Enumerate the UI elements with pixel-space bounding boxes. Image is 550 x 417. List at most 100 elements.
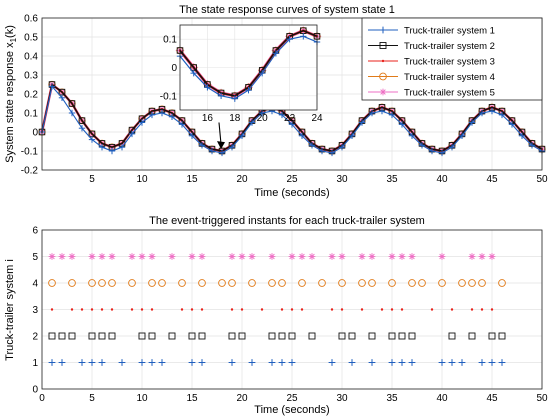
inset-data-point	[272, 50, 280, 57]
event-marker	[48, 253, 56, 260]
data-point	[478, 109, 486, 117]
arrow-head	[217, 141, 225, 150]
inset-data-point	[259, 69, 266, 77]
inset-data-point	[231, 95, 238, 102]
event-marker	[448, 332, 456, 340]
x-tick-label: 10	[136, 174, 148, 185]
event-marker	[248, 253, 256, 260]
event-marker	[278, 359, 286, 366]
data-point	[108, 147, 116, 155]
event-marker	[438, 359, 446, 366]
data-point	[348, 132, 356, 139]
data-point	[278, 111, 286, 119]
events-system-4	[48, 279, 506, 287]
event-marker	[358, 279, 366, 287]
event-instants-chart: The event-triggered instants for each tr…	[4, 215, 548, 416]
event-marker	[398, 359, 406, 366]
event-marker	[188, 253, 196, 260]
x-tick-label: 40	[436, 393, 448, 404]
event-marker	[248, 359, 256, 366]
event-marker	[198, 279, 206, 287]
event-marker	[388, 359, 396, 366]
event-marker	[278, 279, 286, 287]
event-marker	[188, 359, 196, 366]
event-marker	[400, 308, 404, 311]
inset-data-point	[190, 69, 197, 77]
event-marker	[88, 279, 96, 287]
event-marker	[308, 332, 316, 340]
event-marker	[138, 253, 146, 260]
legend-item-1: Truck-trailer system 1	[368, 26, 495, 37]
inset-x-tick-label: 16	[202, 113, 214, 124]
event-marker	[78, 359, 86, 366]
event-marker	[228, 279, 236, 287]
data-point	[238, 132, 246, 139]
event-marker	[90, 308, 94, 311]
data-point	[58, 94, 66, 101]
event-marker	[200, 308, 204, 311]
event-marker	[48, 359, 56, 366]
x-tick-label: 5	[89, 393, 95, 404]
data-point	[138, 119, 146, 126]
data-point	[308, 142, 316, 149]
data-point	[388, 111, 396, 119]
x-tick-label: 30	[336, 174, 348, 185]
data-point	[148, 111, 156, 119]
event-marker	[260, 308, 264, 311]
data-point	[158, 109, 166, 117]
x-tick-label: 15	[186, 393, 198, 404]
legend-items: Truck-trailer system 1 Truck-trailer syst…	[368, 26, 495, 99]
event-marker	[478, 279, 486, 287]
data-point	[98, 144, 106, 151]
event-marker	[298, 279, 306, 287]
inset-y-tick-label: -0.1	[160, 91, 178, 102]
event-marker	[108, 253, 116, 260]
event-marker	[100, 308, 104, 311]
event-marker	[68, 332, 76, 340]
data-point	[128, 130, 136, 138]
event-marker	[128, 253, 136, 260]
event-marker	[190, 308, 194, 311]
event-marker	[488, 359, 496, 366]
inset-data-point	[245, 86, 252, 94]
data-point	[188, 132, 196, 139]
inset-data-point	[204, 84, 211, 91]
data-point	[78, 117, 86, 124]
y-tick-label: 0.1	[24, 109, 38, 120]
event-marker	[388, 332, 396, 340]
inset-ticks: 16 18 20 22 24 -0.1 0 0.1	[160, 35, 323, 124]
event-marker	[198, 359, 206, 366]
data-point	[68, 109, 76, 117]
data-point	[438, 149, 446, 157]
event-marker	[158, 359, 166, 366]
data-point	[498, 111, 506, 119]
chart-1-ylabel-main: System state response x	[4, 42, 16, 163]
event-marker	[468, 332, 476, 340]
x-tick-label: 5	[89, 174, 95, 185]
event-marker	[398, 332, 406, 340]
data-point	[418, 142, 426, 149]
event-marker	[330, 308, 334, 311]
event-marker	[328, 359, 336, 366]
event-marker	[88, 332, 96, 340]
chart-1-ylabel-suffix: (k)	[4, 25, 16, 38]
legend-item-5: Truck-trailer system 5	[368, 88, 495, 99]
event-marker	[268, 359, 276, 366]
event-marker	[408, 359, 416, 366]
y-tick-label: 0.6	[24, 14, 38, 25]
x-tick-label: 15	[186, 174, 198, 185]
event-marker	[490, 308, 494, 311]
event-marker	[248, 279, 256, 287]
event-marker	[268, 253, 276, 260]
event-marker	[240, 308, 244, 311]
data-point	[68, 100, 76, 107]
events-system-5	[48, 253, 496, 260]
y-tick-label: 2	[32, 332, 38, 343]
data-point	[508, 121, 516, 128]
event-marker	[308, 253, 316, 260]
y-tick-label: 0	[32, 385, 38, 396]
inset-box	[179, 24, 318, 111]
chart-1-ylabel: System state response x1(k)	[4, 25, 18, 163]
event-marker	[228, 359, 236, 366]
event-marker	[278, 332, 286, 340]
